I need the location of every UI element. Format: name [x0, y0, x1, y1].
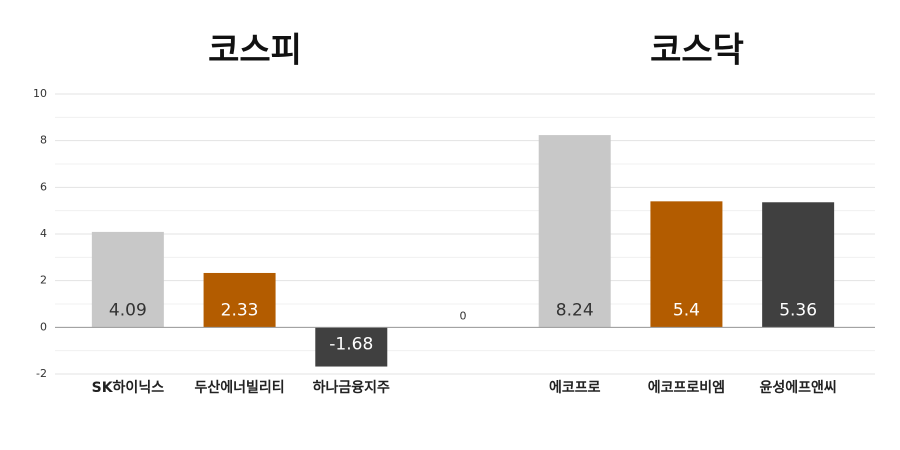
- bar: [538, 135, 611, 328]
- bar: [203, 272, 276, 328]
- bar: [650, 201, 723, 328]
- value-label: -1.68: [329, 334, 373, 354]
- x-tick-label: 두산에너빌리티: [194, 379, 284, 396]
- bar: [315, 327, 388, 367]
- value-label: 4.09: [109, 300, 147, 320]
- value-label: 8.24: [556, 300, 594, 320]
- bar: [762, 202, 835, 328]
- value-label: 5.36: [779, 300, 817, 320]
- y-tick-label: -2: [36, 367, 47, 380]
- y-tick-label: 4: [40, 227, 47, 240]
- value-label: 5.4: [673, 300, 700, 320]
- y-tick-label: 10: [33, 87, 47, 100]
- group-title: 코스닥: [650, 31, 744, 71]
- group-title: 코스피: [208, 31, 302, 71]
- x-tick-label: 에코프로비엠: [648, 380, 725, 396]
- y-tick-label: 0: [40, 320, 47, 333]
- value-label: 2.33: [221, 300, 259, 320]
- y-tick-label: 6: [40, 180, 47, 193]
- y-tick-label: 8: [40, 134, 47, 147]
- x-tick-label: 하나금융지주: [313, 379, 390, 396]
- x-tick-label: 윤성에프앤씨: [760, 379, 837, 396]
- bar: [91, 231, 164, 328]
- x-tick-label: SK하이닉스: [92, 379, 165, 396]
- x-tick-label: 에코프로: [549, 380, 601, 396]
- y-tick-label: 2: [40, 274, 47, 287]
- value-label: 0: [460, 309, 467, 322]
